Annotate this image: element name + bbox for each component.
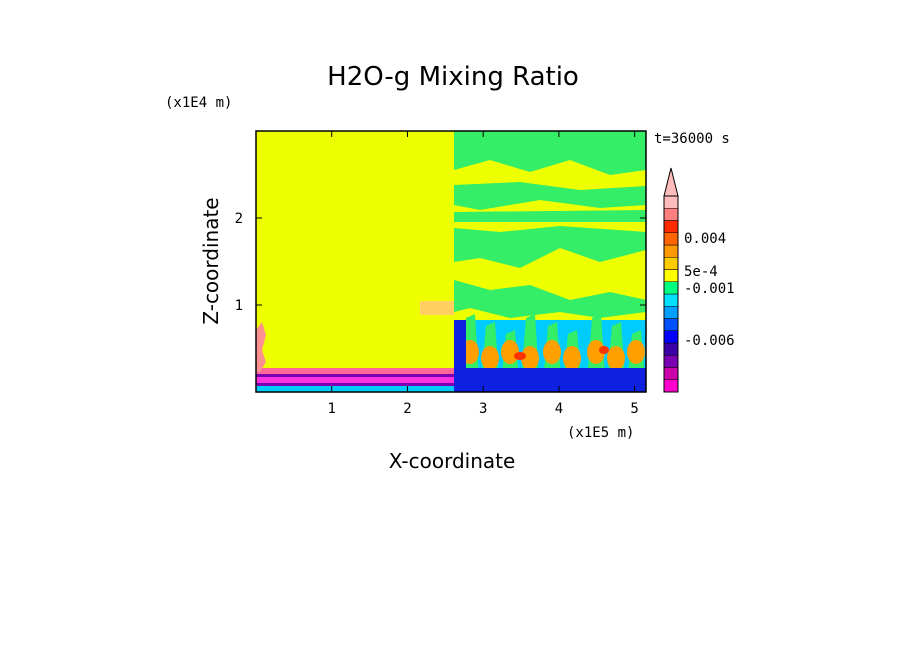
- colorbar-swatch-3: [663, 355, 679, 368]
- y-unit-label: (x1E4 m): [165, 95, 232, 111]
- field-orange-patch: [420, 301, 454, 315]
- colorbar-swatch-14: [663, 220, 679, 233]
- colorbar-swatch-5: [663, 330, 679, 344]
- time-label: t=36000 s: [654, 131, 730, 147]
- colorbar-swatch-9: [663, 281, 679, 295]
- colorbar-swatch-10: [663, 269, 679, 282]
- field-green-band-5: [454, 280, 646, 318]
- field-green-band-4: [454, 226, 646, 268]
- colorbar-frame: [663, 195, 679, 393]
- colorbar-swatch-4: [663, 342, 679, 356]
- plot-field: [256, 131, 646, 392]
- x-tick-label-5: 5: [630, 401, 638, 417]
- y-tick-label-1: 1: [235, 298, 243, 314]
- y-axis: 12: [235, 211, 646, 314]
- colorbar-swatch-2: [663, 367, 679, 380]
- field-left-blue-column: [454, 320, 466, 368]
- chart-title: H2O-g Mixing Ratio: [327, 62, 579, 92]
- colorbar-swatch-7: [663, 306, 679, 319]
- colorbar-swatch-12: [663, 244, 679, 258]
- colorbar-label-4: -0.006: [684, 333, 735, 349]
- x-axis: 1 2 3 4 5: [328, 131, 639, 417]
- colorbar-extend-arrow: [663, 167, 679, 197]
- colorbar-label-1: 0.004: [684, 231, 726, 247]
- x-tick-label-3: 3: [479, 401, 487, 417]
- field-plume-orange-4: [521, 346, 539, 370]
- colorbar-label-3: -0.001: [684, 281, 735, 297]
- field-green-band-2: [454, 182, 646, 210]
- field-green-band-3: [454, 210, 646, 222]
- colorbar-swatch-8: [663, 293, 679, 307]
- x-tick-label-4: 4: [555, 401, 563, 417]
- field-bottom-blue: [454, 368, 646, 392]
- plot-frame: [255, 130, 647, 393]
- field-plume-orange-9: [627, 340, 645, 364]
- colorbar: [663, 167, 679, 393]
- colorbar-label-2: 5e-4: [684, 264, 718, 280]
- y-tick-label-2: 2: [235, 211, 243, 227]
- field-layer-pink: [256, 368, 454, 374]
- field-plume-orange-3: [501, 340, 519, 364]
- x-unit-label: (x1E5 m): [567, 425, 634, 441]
- colorbar-swatch-1: [663, 379, 679, 393]
- x-axis-label: X-coordinate: [389, 449, 516, 473]
- colorbar-labels: 0.004 5e-4-0.001 -0.006: [684, 231, 735, 349]
- field-left-edge-pink: [256, 322, 266, 372]
- field-plume-orange-8: [607, 346, 625, 370]
- x-tick-label-1: 1: [328, 401, 336, 417]
- field-plume-orange-5: [543, 340, 561, 364]
- y-axis-label: Z-coordinate: [199, 197, 223, 324]
- field-layer-cyan: [256, 386, 454, 392]
- field-green-band-1: [454, 131, 646, 175]
- field-plume-orange-7: [587, 340, 605, 364]
- colorbar-swatch-13: [663, 232, 679, 246]
- colorbar-swatch-6: [663, 318, 679, 331]
- field-plume-orange-6: [563, 346, 581, 370]
- field-plume-orange-2: [481, 346, 499, 370]
- field-red-spot-2: [599, 346, 609, 354]
- field-red-spot-1: [514, 352, 526, 360]
- field-layer-magenta: [256, 377, 454, 383]
- x-tick-label-2: 2: [403, 401, 411, 417]
- colorbar-swatch-11: [663, 257, 679, 270]
- colorbar-swatch-15: [663, 208, 679, 221]
- colorbar-swatch-16: [663, 195, 679, 209]
